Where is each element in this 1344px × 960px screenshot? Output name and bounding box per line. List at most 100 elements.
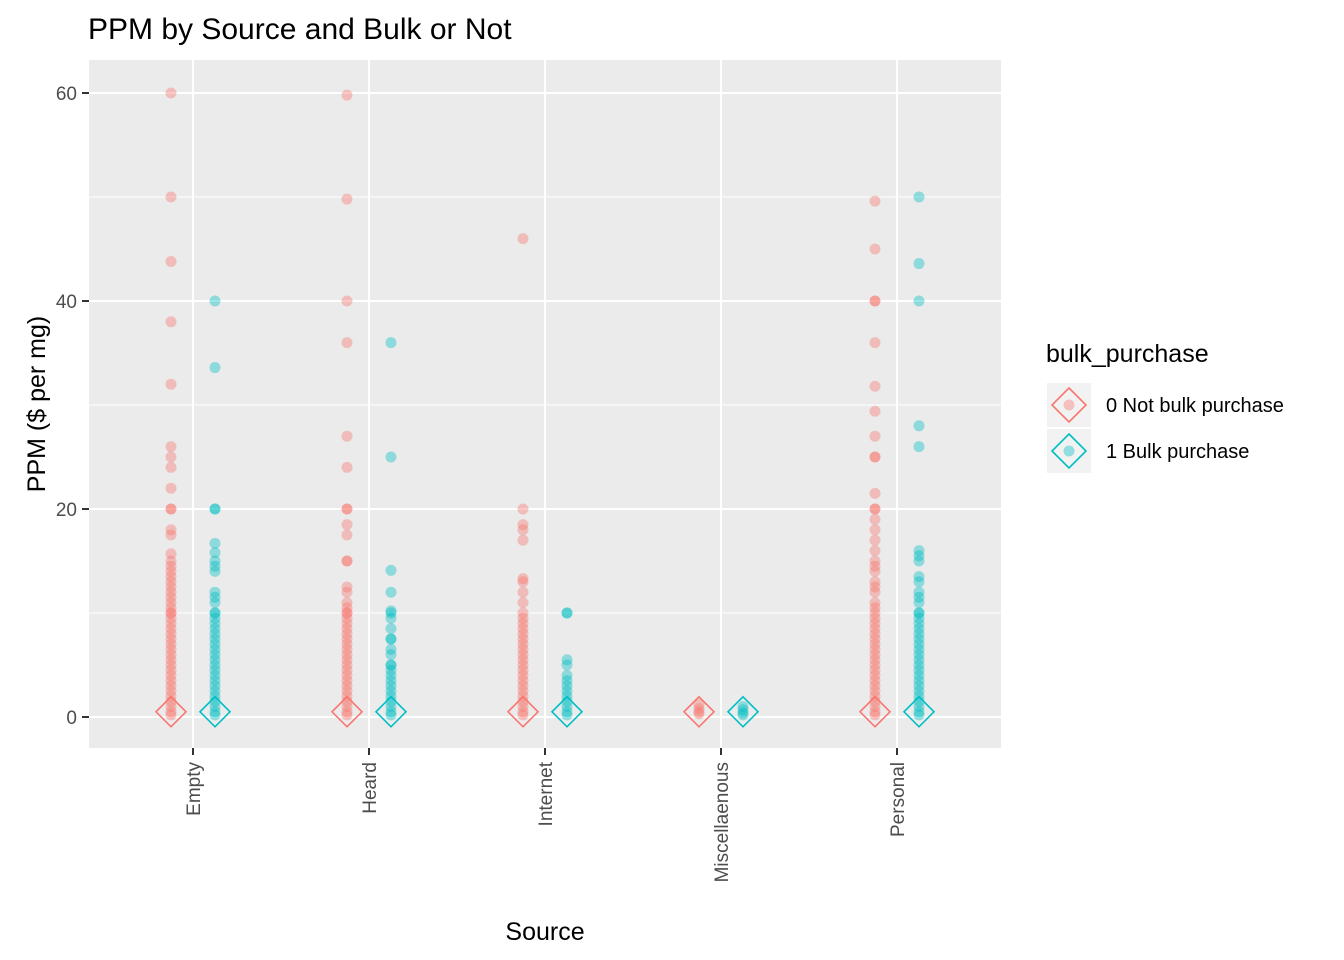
y-axis: 0 20 40 60	[56, 84, 89, 729]
data-point	[869, 560, 881, 572]
data-point	[209, 669, 221, 681]
data-point	[385, 685, 397, 697]
data-point	[869, 451, 881, 463]
data-point	[209, 555, 221, 567]
data-point	[341, 664, 353, 676]
data-point	[209, 607, 221, 619]
data-point	[209, 643, 221, 655]
data-point	[869, 576, 881, 588]
data-point	[869, 581, 881, 593]
data-point	[517, 709, 529, 721]
data-point	[165, 706, 177, 718]
data-point	[165, 701, 177, 713]
data-point	[209, 612, 221, 624]
data-point	[913, 555, 925, 567]
data-point	[913, 597, 925, 609]
data-point	[341, 555, 353, 567]
summary-diamond	[858, 695, 892, 728]
data-point	[341, 555, 353, 567]
data-point	[385, 664, 397, 676]
x-tick-label: Miscellaenous	[712, 762, 733, 882]
data-point	[869, 597, 881, 609]
data-point	[913, 612, 925, 624]
data-point	[209, 664, 221, 676]
data-point	[561, 659, 573, 671]
data-point	[165, 612, 177, 624]
data-point	[869, 701, 881, 713]
data-point	[341, 597, 353, 609]
data-point	[209, 503, 221, 515]
data-point	[165, 659, 177, 671]
data-point	[517, 573, 529, 585]
data-point	[165, 685, 177, 697]
y-axis-title: PPM ($ per mg)	[23, 316, 51, 492]
data-point	[869, 487, 881, 499]
data-point	[165, 602, 177, 614]
data-point	[913, 607, 925, 619]
x-tick-label: Empty	[184, 762, 205, 816]
legend-key-background	[1047, 429, 1091, 473]
data-point	[341, 675, 353, 687]
data-points	[165, 87, 925, 721]
data-point	[385, 633, 397, 645]
data-point	[165, 669, 177, 681]
data-point	[209, 706, 221, 718]
data-point	[869, 612, 881, 624]
data-point	[869, 243, 881, 255]
data-point	[869, 617, 881, 629]
data-point	[165, 461, 177, 473]
data-point	[869, 430, 881, 442]
y-tick-label: 60	[56, 84, 77, 105]
data-point	[341, 461, 353, 473]
data-point	[165, 503, 177, 515]
data-point	[869, 586, 881, 598]
data-point	[517, 654, 529, 666]
data-point	[913, 545, 925, 557]
x-axis-title: Source	[505, 918, 584, 946]
data-point	[165, 576, 177, 588]
data-point	[209, 362, 221, 374]
data-point	[517, 612, 529, 624]
data-point	[341, 503, 353, 515]
data-point	[165, 524, 177, 536]
data-point	[165, 597, 177, 609]
data-point	[385, 649, 397, 661]
data-point	[869, 503, 881, 515]
data-point	[913, 191, 925, 203]
data-point	[165, 643, 177, 655]
data-point	[869, 675, 881, 687]
data-point	[209, 633, 221, 645]
data-point	[913, 643, 925, 655]
data-point	[517, 706, 529, 718]
data-point	[165, 255, 177, 267]
data-point	[209, 586, 221, 598]
legend-key-diamond	[1050, 386, 1088, 424]
data-point	[165, 548, 177, 560]
data-point	[869, 649, 881, 661]
data-point	[869, 669, 881, 681]
data-point	[913, 420, 925, 432]
data-point	[341, 706, 353, 718]
data-point	[341, 295, 353, 307]
data-point	[341, 519, 353, 531]
data-point	[341, 643, 353, 655]
data-point	[913, 258, 925, 270]
data-point	[869, 555, 881, 567]
data-point	[165, 628, 177, 640]
data-point	[517, 628, 529, 640]
data-point	[913, 675, 925, 687]
summary-diamond	[902, 695, 936, 728]
data-point	[869, 513, 881, 525]
data-point	[341, 617, 353, 629]
data-point	[341, 529, 353, 541]
data-point	[341, 633, 353, 645]
data-point	[341, 586, 353, 598]
data-point	[517, 633, 529, 645]
data-point	[913, 638, 925, 650]
data-point	[165, 654, 177, 666]
data-point	[341, 638, 353, 650]
data-point	[869, 685, 881, 697]
data-point	[869, 709, 881, 721]
data-point	[869, 503, 881, 515]
x-tick-label: Personal	[888, 762, 909, 837]
